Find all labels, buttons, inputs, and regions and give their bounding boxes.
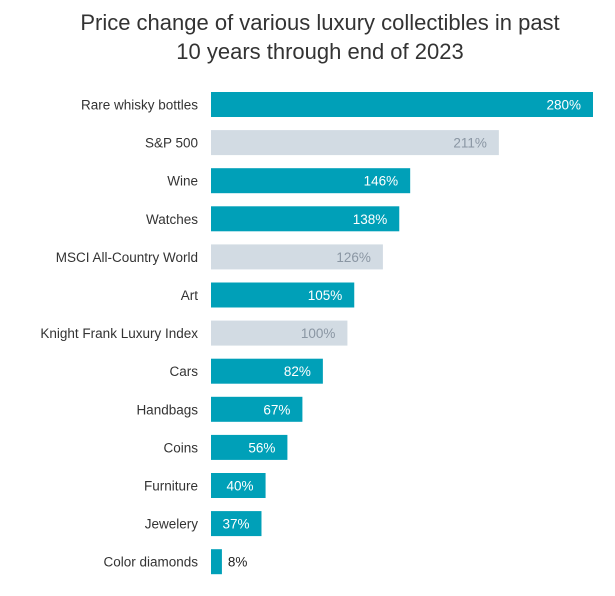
bar-color-diamonds [211, 549, 222, 575]
chart-title-line-2: 10 years through end of 2023 [176, 39, 464, 64]
bar-wine [211, 168, 411, 194]
category-label-wine: Wine [167, 174, 198, 189]
bar-rare-whisky-bottles [211, 92, 593, 117]
bar-handbags [211, 396, 303, 422]
bar-knight-frank-luxury-index [211, 320, 348, 346]
value-label-wine: 146% [364, 174, 399, 189]
value-label-handbags: 67% [263, 402, 290, 417]
value-label-jewelery: 37% [222, 517, 249, 532]
bar-art [211, 282, 355, 308]
category-label-rare-whisky-bottles: Rare whisky bottles [81, 98, 198, 113]
value-label-knight-frank-luxury-index: 100% [301, 326, 336, 341]
value-label-watches: 138% [353, 212, 388, 227]
value-label-furniture: 40% [227, 479, 254, 494]
category-label-knight-frank-luxury-index: Knight Frank Luxury Index [40, 326, 198, 341]
bar-furniture [211, 473, 266, 498]
category-label-furniture: Furniture [144, 479, 198, 494]
value-label-coins: 56% [248, 440, 275, 455]
chart-title: Price change of various luxury collectib… [40, 8, 600, 66]
value-label-art: 105% [308, 288, 343, 303]
category-label-art: Art [181, 288, 199, 303]
category-label-handbags: Handbags [136, 402, 198, 417]
category-label-color-diamonds: Color diamonds [103, 555, 198, 570]
value-label-rare-whisky-bottles: 280% [546, 98, 581, 113]
bar-watches [211, 206, 400, 232]
value-label-color-diamonds: 8% [228, 555, 248, 570]
category-label-msci-all-country-world: MSCI All-Country World [56, 250, 198, 265]
category-label-jewelery: Jewelery [145, 517, 199, 532]
bar-cars [211, 358, 323, 384]
bar-jewelery [211, 511, 262, 537]
bar-coins [211, 434, 288, 460]
bar-msci-all-country-world [211, 244, 383, 270]
value-label-cars: 82% [284, 364, 311, 379]
chart-title-line-1: Price change of various luxury collectib… [80, 10, 560, 35]
category-label-cars: Cars [169, 364, 198, 379]
value-label-msci-all-country-world: 126% [336, 250, 371, 265]
bar-s-p-500 [211, 130, 499, 156]
category-label-s-p-500: S&P 500 [145, 136, 198, 151]
value-label-s-p-500: 211% [453, 136, 487, 151]
category-label-watches: Watches [146, 212, 198, 227]
category-label-coins: Coins [163, 440, 198, 455]
